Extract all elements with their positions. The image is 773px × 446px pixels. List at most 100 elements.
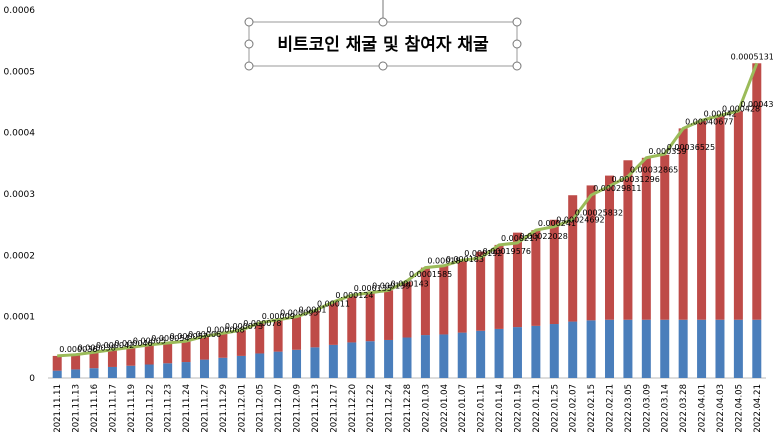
bar <box>347 342 357 378</box>
bar <box>163 363 173 378</box>
bar <box>549 324 559 378</box>
data-label: 0.00005 <box>133 336 166 345</box>
bar <box>310 310 320 348</box>
bar <box>236 355 246 378</box>
data-label: 0.00042 <box>704 109 737 118</box>
data-label: 0.00011 <box>317 300 350 309</box>
data-label: 0.000057 <box>170 332 208 341</box>
x-tick-label: 2021.12.22 <box>366 384 376 433</box>
data-label: 0.00031296 <box>612 175 660 184</box>
bar <box>273 351 283 378</box>
data-label: 0.00022028 <box>519 232 567 241</box>
bar <box>641 157 651 320</box>
bar <box>715 115 725 320</box>
bar <box>641 319 651 378</box>
data-label: 0.00032865 <box>630 165 678 174</box>
title-selection[interactable] <box>248 21 518 67</box>
bar <box>144 344 154 365</box>
x-tick-label: 2021.12.05 <box>256 384 266 433</box>
bar <box>420 335 430 378</box>
bar <box>126 365 136 378</box>
x-tick-label: 2022.01.25 <box>550 384 560 433</box>
bar <box>365 341 375 378</box>
chart-title: 비트코인 채굴 및 참여자 채굴 <box>277 34 489 55</box>
y-tick-label: 0.0004 <box>4 129 36 139</box>
x-tick-label: 2021.12.07 <box>274 384 284 433</box>
bar <box>531 230 541 326</box>
data-label: 0.000143 <box>391 279 429 288</box>
bar <box>292 316 302 350</box>
bar <box>660 319 670 378</box>
x-tick-label: 2021.12.17 <box>329 384 339 433</box>
bar <box>476 330 486 378</box>
x-tick-label: 2021.11.22 <box>145 384 155 433</box>
bar <box>71 354 81 370</box>
bar <box>568 321 578 378</box>
data-label: 0.000124 <box>335 291 373 300</box>
bar <box>365 292 375 342</box>
data-label: 0.000241 <box>538 219 576 228</box>
x-tick-label: 2022.03.28 <box>679 384 689 433</box>
bar <box>494 244 504 329</box>
bar <box>218 357 228 378</box>
bar <box>310 347 320 378</box>
x-tick-label: 2022.01.19 <box>513 384 523 433</box>
bar <box>697 319 707 378</box>
data-label: 0.000139 <box>372 282 410 291</box>
bar <box>255 353 265 378</box>
x-tick-label: 2021.11.23 <box>164 384 174 433</box>
x-tick-label: 2022.01.03 <box>421 384 431 433</box>
bar <box>273 319 283 352</box>
x-tick-label: 2022.03.14 <box>661 384 671 433</box>
data-label: 0.000036 <box>59 345 97 354</box>
bar <box>512 327 522 378</box>
bar <box>89 352 99 369</box>
x-tick-label: 2021.12.24 <box>385 384 395 433</box>
data-label: 0.000359 <box>648 147 686 156</box>
y-tick-label: 0.0006 <box>4 6 36 16</box>
data-label: 0.0001 <box>299 306 327 315</box>
x-tick-label: 2022.03.09 <box>642 384 652 433</box>
bar <box>752 319 762 378</box>
x-tick-label: 2021.11.29 <box>219 384 229 433</box>
x-tick-label: 2022.04.05 <box>734 384 744 433</box>
x-tick-label: 2021.11.27 <box>200 384 210 433</box>
data-label: 0.000192 <box>464 249 502 258</box>
bar <box>678 128 688 320</box>
bar <box>218 333 228 358</box>
data-label: 0.0001585 <box>409 270 452 279</box>
bar <box>236 330 246 356</box>
x-tick-label: 2022.01.04 <box>440 384 450 433</box>
bar <box>52 370 62 378</box>
data-label: 0.000078 <box>243 319 281 328</box>
bar <box>605 319 615 378</box>
y-tick-label: 0.0001 <box>4 313 36 323</box>
bar <box>752 63 762 320</box>
data-label: 0.00029811 <box>593 184 641 193</box>
x-tick-label: 2022.02.15 <box>587 384 597 433</box>
data-label: 0.000095 <box>280 309 318 318</box>
x-tick-label: 2021.11.24 <box>182 384 192 433</box>
bar <box>328 344 338 378</box>
data-label: 0.00024692 <box>556 216 604 225</box>
bar <box>181 341 191 363</box>
bar <box>71 369 81 378</box>
bar <box>678 319 688 378</box>
bar <box>384 339 394 378</box>
x-tick-label: 2021.11.16 <box>90 384 100 433</box>
data-label: 0.00009 <box>262 312 295 321</box>
bar <box>733 111 743 320</box>
bar <box>89 368 99 378</box>
bar <box>402 281 412 338</box>
bar <box>199 359 209 378</box>
y-tick-label: 0 <box>29 374 35 384</box>
bar <box>623 160 633 320</box>
bar <box>292 349 302 378</box>
line <box>57 62 759 358</box>
x-tick-label: 2021.11.11 <box>53 384 63 433</box>
x-tick-label: 2022.01.21 <box>532 384 542 433</box>
data-label: 0.00043531 <box>740 100 773 109</box>
bar <box>733 319 743 378</box>
x-tick-label: 2022.01.11 <box>477 384 487 433</box>
bar <box>347 295 357 343</box>
